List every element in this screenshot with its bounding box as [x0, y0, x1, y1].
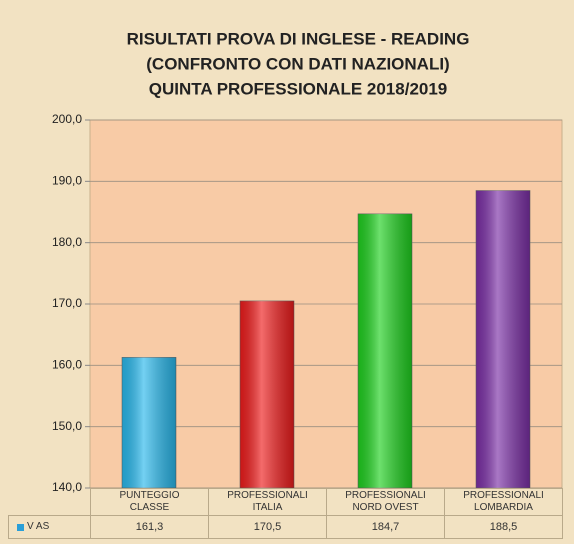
chart-title: RISULTATI PROVA DI INGLESE - READING — [127, 29, 470, 48]
y-tick-label: 190,0 — [52, 174, 82, 188]
value-cell: 184,7 — [326, 515, 445, 539]
y-tick-label: 180,0 — [52, 235, 82, 249]
value-cell: 161,3 — [90, 515, 209, 539]
bar-shade — [122, 357, 176, 488]
bar-shade — [476, 190, 530, 489]
y-tick-label: 170,0 — [52, 296, 82, 310]
bar-shade — [358, 213, 412, 488]
category-cell: PROFESSIONALI ITALIA — [208, 488, 327, 516]
y-tick-label: 150,0 — [52, 419, 82, 433]
legend-cell: V AS — [8, 515, 91, 539]
category-cell: PROFESSIONALI LOMBARDIA — [444, 488, 563, 516]
legend-key — [17, 523, 24, 531]
y-tick-label: 200,0 — [52, 112, 82, 126]
value-cell: 188,5 — [444, 515, 563, 539]
legend-label: V AS — [27, 521, 50, 532]
category-cell: PROFESSIONALI NORD OVEST — [326, 488, 445, 516]
y-tick-label: 160,0 — [52, 358, 82, 372]
bar-shade — [240, 300, 294, 488]
y-tick-label: 140,0 — [52, 480, 82, 494]
value-cell: 170,5 — [208, 515, 327, 539]
category-cell: PUNTEGGIO CLASSE — [90, 488, 209, 516]
chart-title: (CONFRONTO CON DATI NAZIONALI) — [146, 54, 449, 73]
chart-title: QUINTA PROFESSIONALE 2018/2019 — [149, 79, 448, 98]
